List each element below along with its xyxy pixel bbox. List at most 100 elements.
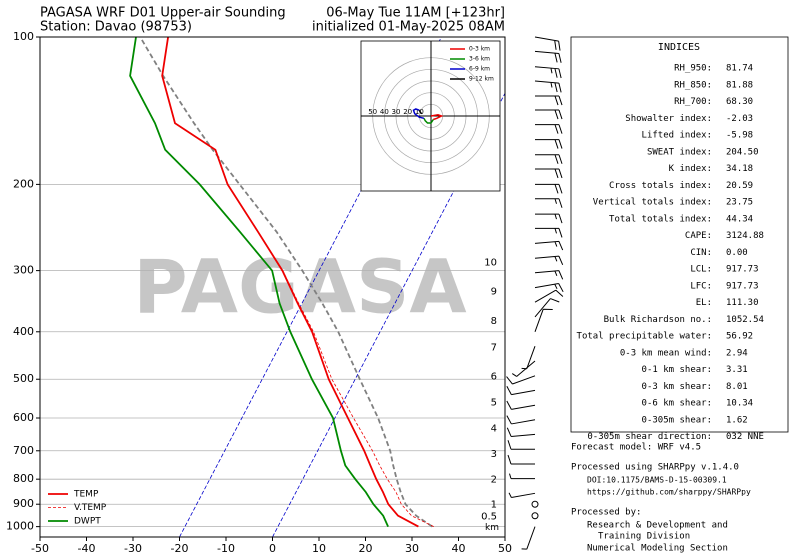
wind-barb xyxy=(535,183,563,194)
index-label: 0-3 km shear: xyxy=(642,382,712,392)
hodograph-line xyxy=(418,109,423,115)
index-label: Bulk Richardson no.: xyxy=(604,315,712,325)
height-label: 9 xyxy=(491,287,497,298)
index-value: 032 NNE xyxy=(726,432,764,442)
x-tick-label: -20 xyxy=(171,542,189,555)
x-tick-label: 0 xyxy=(269,542,276,555)
index-label: 0-1 km shear: xyxy=(642,365,712,375)
index-value: 0.00 xyxy=(726,248,748,258)
index-label: 0-6 km shear: xyxy=(642,399,712,409)
index-value: 3.31 xyxy=(726,365,748,375)
index-value: 68.30 xyxy=(726,97,753,107)
x-tick-label: -50 xyxy=(31,542,49,555)
index-value: 34.18 xyxy=(726,164,753,174)
wind-barb xyxy=(534,308,553,332)
hodograph: 50 40 30 20 10 xyxy=(361,41,500,191)
x-tick-label: 10 xyxy=(312,542,326,555)
height-label: 0.5 xyxy=(481,512,497,523)
index-label: Showalter index: xyxy=(625,114,712,124)
chart-subtitle: Station: Davao (98753) xyxy=(40,20,192,35)
index-value: 81.88 xyxy=(726,80,753,90)
index-label: EL: xyxy=(696,298,712,308)
index-value: -2.03 xyxy=(726,114,753,124)
index-value: 917.73 xyxy=(726,281,759,291)
footer-text: Processed using SHARPpy v.1.4.0 xyxy=(571,463,739,473)
indices-title: INDICES xyxy=(658,42,700,53)
wind-barb xyxy=(535,198,563,208)
wind-barb xyxy=(521,345,536,370)
footer-text: https://github.com/sharppy/SHARPpy xyxy=(587,488,751,497)
wind-barb xyxy=(535,95,563,106)
footer-text: Forecast model: WRF v4.5 xyxy=(571,443,701,453)
wind-barb xyxy=(534,270,564,280)
profile-line xyxy=(161,37,419,528)
wind-barb xyxy=(535,124,563,134)
wind-barb xyxy=(534,80,562,93)
legend-label: DWPT xyxy=(74,517,101,527)
index-value: 1.62 xyxy=(726,415,748,425)
footer-text: Training Division xyxy=(598,532,690,542)
hodograph-legend-label: 6-9 km xyxy=(469,66,490,73)
wind-barb-calm xyxy=(531,512,539,520)
wind-barb xyxy=(535,168,563,179)
wind-barb xyxy=(535,139,563,149)
index-value: 10.34 xyxy=(726,399,753,409)
index-label: RH_850: xyxy=(674,80,712,90)
index-label: RH_950: xyxy=(674,64,712,74)
x-tick-label: 30 xyxy=(405,542,419,555)
x-tick-label: -30 xyxy=(124,542,142,555)
footer-text: Numerical Modeling Section xyxy=(587,544,728,554)
y-tick-label: 1000 xyxy=(6,520,34,533)
height-label: 7 xyxy=(491,343,497,354)
index-label: CAPE: xyxy=(685,231,712,241)
wind-barb xyxy=(534,66,562,79)
index-label: Total precipitable water: xyxy=(577,332,712,342)
wind-barb xyxy=(535,213,563,224)
index-value: 20.59 xyxy=(726,181,753,191)
x-tick-label: 50 xyxy=(498,542,512,555)
wind-barb xyxy=(511,360,536,377)
chart-title: PAGASA WRF D01 Upper-air Sounding xyxy=(40,6,286,21)
wind-barb xyxy=(506,427,536,437)
wind-barb xyxy=(521,526,536,550)
hodograph-legend-label: 9-12 km xyxy=(469,76,494,83)
wind-barb xyxy=(535,227,563,238)
index-label: SWEAT index: xyxy=(647,147,712,157)
wind-barb xyxy=(508,492,536,498)
wind-barb xyxy=(506,415,536,425)
index-label: 0-305m shear direction: xyxy=(587,432,712,442)
index-label: Total totals index: xyxy=(609,214,712,224)
footer-text: Processed by: xyxy=(571,508,641,518)
x-tick-label: -40 xyxy=(78,542,96,555)
hodograph-ring-label: 40 xyxy=(380,108,389,116)
hodograph-line xyxy=(430,114,444,121)
wind-barb xyxy=(534,36,561,51)
wind-barb-calm xyxy=(531,500,539,508)
index-value: 8.01 xyxy=(726,382,748,392)
height-label: 2 xyxy=(491,475,497,486)
hodograph-line xyxy=(412,108,425,120)
wind-barb xyxy=(506,386,536,396)
index-label: 0-3 km mean wind: xyxy=(620,348,712,358)
footer-text: DOI:10.1175/BAMS-D-15-00309.1 xyxy=(587,476,727,485)
index-value: 3124.88 xyxy=(726,231,764,241)
y-tick-label: 600 xyxy=(13,411,34,424)
plot-frame xyxy=(39,36,506,538)
y-tick-label: 700 xyxy=(13,444,34,457)
height-label: 3 xyxy=(491,449,497,460)
y-tick-label: 900 xyxy=(13,497,34,510)
index-label: CIN: xyxy=(690,248,712,258)
index-label: Cross totals index: xyxy=(609,181,712,191)
hodograph-ring-label: 10 xyxy=(415,108,424,116)
x-tick-label: 40 xyxy=(452,542,466,555)
wind-barb xyxy=(507,440,535,450)
index-label: LCL: xyxy=(690,265,712,275)
index-label: RH_700: xyxy=(674,97,712,107)
index-label: Lifted index: xyxy=(642,131,712,141)
height-unit: km xyxy=(485,523,499,533)
index-value: 2.94 xyxy=(726,348,748,358)
index-value: 23.75 xyxy=(726,198,753,208)
y-tick-label: 200 xyxy=(13,177,34,190)
